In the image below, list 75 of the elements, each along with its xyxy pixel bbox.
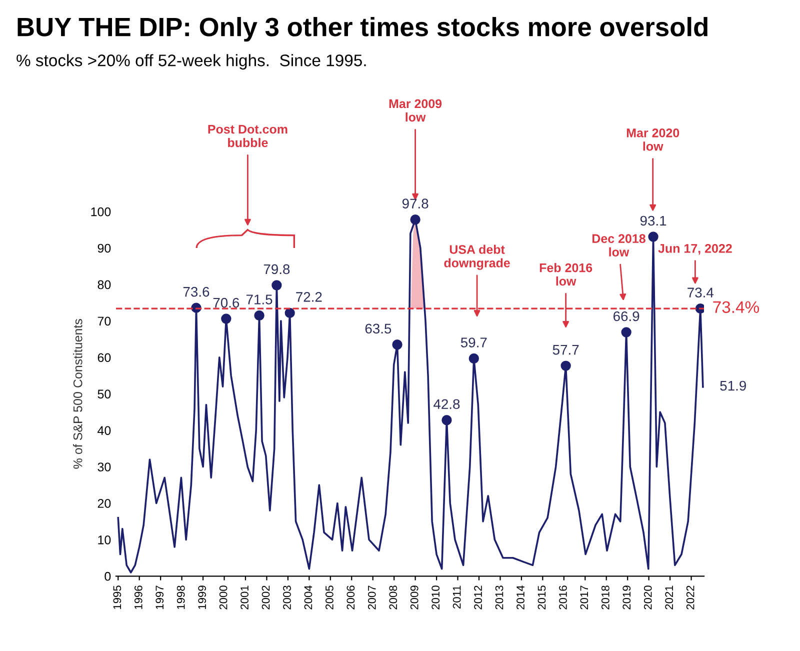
x-tick-label: 2006 [346,586,355,610]
data-label: 51.9 [720,380,746,391]
ref-line-label: 73.4% [713,301,759,314]
point [442,415,452,426]
x-tick-label: 2002 [262,586,270,610]
x-tick-label: 2013 [495,586,504,610]
annotation: USA debt downgrade [444,244,510,270]
data-label: 59.7 [460,338,487,348]
data-label: 42.8 [434,399,460,410]
data-label: 70.6 [213,298,240,308]
x-tick-label: 2005 [326,586,334,610]
y-tick-label: 60 [98,353,111,362]
x-tick-label: 2017 [580,586,588,610]
y-tick-label: 50 [98,390,111,399]
data-label: 79.8 [264,264,290,274]
x-tick-label: 2019 [622,586,631,610]
annotation: Jun 17, 2022 [658,244,732,255]
point [284,308,295,318]
data-label: 57.7 [552,345,579,355]
data-label: 71.5 [246,294,272,304]
data-label: 93.1 [640,216,666,226]
y-axis-title: % of S&P 500 Constituents [73,319,82,469]
annotation: Dec 2018 low [592,234,646,256]
data-label: 63.5 [365,324,392,334]
x-tick-label: 2008 [389,586,398,610]
point [410,214,420,225]
y-tick-label: 40 [98,426,111,435]
chart-title: BUY THE DIP: Only 3 other times stocks more oversold [18,16,708,42]
point [648,232,658,242]
text: Post Dot.com bubble [208,124,288,148]
x-tick-label: 2000 [219,586,228,610]
annotation: Feb 2016 low [540,263,592,286]
point [254,310,264,321]
y-tick-label: 0 [104,572,111,581]
x-tick-label: 1997 [156,586,164,610]
x-tick-label: 2014 [516,585,524,610]
x-tick-label: 2001 [240,586,248,610]
chart-subtitle: % stocks >20% off 52-week highs. Since 1995. [16,54,366,70]
y-tick-label: 90 [98,244,111,253]
x-tick-label: 2016 [559,586,567,610]
x-tick-label: 2004 [304,585,312,610]
data-label: 73.4 [688,288,714,298]
x-tick-label: 2020 [644,586,652,610]
data-label: 97.8 [402,198,428,209]
point [272,280,282,290]
y-tick-label: 10 [98,535,111,544]
data-label: 73.6 [183,286,210,297]
point [468,353,479,364]
x-tick-label: 2009 [410,586,418,610]
text: Mar 2020 low [626,128,680,151]
point [560,360,571,371]
x-tick-label: 2003 [283,586,291,610]
x-tick-label: 2021 [665,586,674,610]
x-tick-label: 2015 [538,586,546,610]
x-tick-label: 2007 [368,586,376,610]
x-tick-label: 2011 [452,586,461,608]
data-label: 66.9 [614,311,640,322]
y-tick-label: 30 [98,462,111,472]
y-tick-label: 20 [98,499,111,508]
y-tick-label: 70 [98,316,111,326]
point [221,314,232,324]
y-tick-label: 100 [91,207,111,216]
x-tick-label: 1998 [176,586,185,610]
text: Mar 2009 low [389,99,442,122]
x-tick-label: 2010 [432,586,440,610]
x-tick-label: 2022 [686,586,694,610]
data-label: 72.2 [296,292,322,302]
point [392,340,402,350]
x-tick-label: 2012 [474,586,482,610]
x-tick-label: 1995 [113,586,122,610]
x-tick-label: 1999 [198,586,206,610]
x-tick-label: 1996 [134,586,142,610]
y-tick-label: 80 [98,280,111,290]
x-tick-label: 2018 [601,586,610,610]
point [621,327,632,338]
